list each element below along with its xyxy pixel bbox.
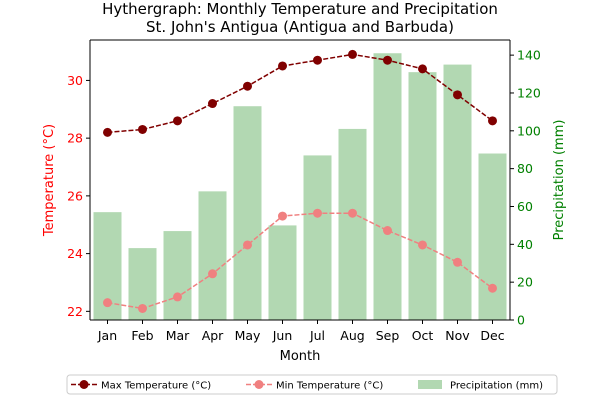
right-tick-label-140: 140: [517, 48, 541, 63]
x-tick-label-apr: Apr: [202, 328, 224, 343]
left-tick-label-22: 22: [67, 304, 83, 319]
max-temp-point-apr: [208, 99, 217, 109]
precip-bar-mar: [163, 231, 192, 320]
right-tick-label-40: 40: [517, 237, 533, 252]
precip-bar-jun: [268, 225, 297, 320]
min-temp-point-jul: [313, 208, 322, 218]
max-temp-point-sep: [383, 55, 392, 65]
temperature-lines: [103, 49, 497, 313]
min-temp-point-feb: [138, 303, 147, 313]
legend-marker-max-temp: [79, 380, 89, 389]
chart-title: Hythergraph: Monthly Temperature and Pre…: [102, 0, 498, 18]
max-temp-point-feb: [138, 124, 147, 134]
x-tick-label-aug: Aug: [340, 328, 364, 343]
min-temp-line: [107, 212, 493, 310]
precip-bar-sep: [373, 53, 402, 321]
min-temp-point-may: [243, 240, 252, 250]
precip-bar-aug: [338, 128, 367, 320]
right-tick-label-80: 80: [517, 161, 533, 176]
legend-frame: [66, 374, 558, 395]
max-temp-point-jan: [103, 127, 112, 137]
right-axis-label: Precipitation (mm): [552, 120, 567, 241]
max-temp-point-jun: [278, 61, 287, 71]
x-tick-label-dec: Dec: [480, 328, 504, 343]
x-tick-label-oct: Oct: [412, 328, 434, 343]
precip-bar-dec: [478, 153, 507, 320]
right-tick-label-60: 60: [517, 199, 533, 214]
x-tick-label-sep: Sep: [376, 328, 400, 343]
legend-label-precip: Precipitation (mm): [450, 381, 543, 392]
max-temp-line: [107, 53, 493, 134]
legend-marker-min-temp: [254, 380, 264, 389]
x-tick-label-jul: Jul: [309, 328, 325, 343]
min-temp-point-sep: [383, 226, 392, 236]
min-temp-point-dec: [488, 283, 497, 293]
precipitation-bars: [93, 53, 507, 321]
x-axis-label: Month: [280, 349, 321, 364]
x-tick-label-may: May: [235, 328, 261, 343]
right-tick-label-20: 20: [517, 275, 533, 290]
left-tick-label-28: 28: [67, 131, 83, 146]
left-tick-label-24: 24: [67, 246, 83, 261]
min-temp-point-oct: [418, 240, 427, 250]
axes: 22 24 26 28 30 0 20 40 60 80 100 120 140 Jan Feb Mar Apr…: [67, 39, 541, 343]
x-tick-label-jan: Jan: [97, 328, 117, 343]
right-tick-label-120: 120: [517, 85, 541, 100]
x-tick-label-feb: Feb: [131, 328, 153, 343]
min-temp-point-nov: [453, 257, 462, 267]
right-tick-label-0: 0: [517, 313, 525, 328]
max-temp-point-mar: [173, 116, 182, 126]
x-tick-label-mar: Mar: [166, 328, 190, 343]
precip-bar-apr: [198, 191, 227, 320]
x-tick-label-jun: Jun: [272, 328, 293, 343]
max-temp-point-jul: [313, 55, 322, 65]
left-tick-label-26: 26: [67, 188, 83, 203]
left-tick-label-30: 30: [67, 73, 83, 88]
legend-swatch-precip: [418, 380, 442, 389]
min-temp-point-apr: [208, 269, 217, 279]
min-temp-point-mar: [173, 292, 182, 302]
legend: Max Temperature (°C) Min Temperature (°C…: [66, 374, 558, 395]
precip-bar-nov: [443, 64, 472, 320]
precip-bar-may: [233, 106, 262, 320]
min-temp-point-aug: [348, 208, 357, 218]
max-temp-point-dec: [488, 116, 497, 126]
x-tick-label-nov: Nov: [445, 328, 470, 343]
max-temp-point-may: [243, 81, 252, 91]
chart-subtitle: St. John's Antigua (Antigua and Barbuda): [146, 18, 454, 36]
precip-bar-jul: [303, 155, 332, 320]
right-tick-label-100: 100: [517, 123, 541, 138]
precip-bar-oct: [408, 72, 437, 320]
min-temp-point-jun: [278, 211, 287, 221]
min-temp-point-jan: [103, 298, 112, 308]
left-axis-label: Temperature (°C): [42, 124, 57, 237]
max-temp-point-aug: [348, 49, 357, 59]
legend-label-min-temp: Min Temperature (°C): [276, 381, 383, 392]
legend-label-max-temp: Max Temperature (°C): [101, 381, 211, 392]
max-temp-point-oct: [418, 64, 427, 74]
max-temp-point-nov: [453, 90, 462, 100]
